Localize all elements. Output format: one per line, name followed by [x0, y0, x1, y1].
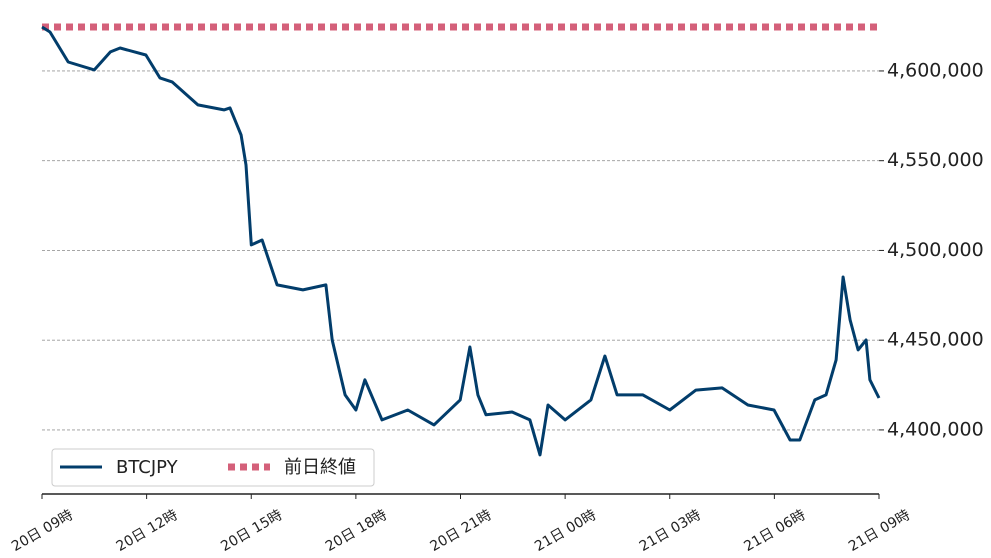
y-tick-label: 4,400,000: [887, 418, 984, 440]
legend-box: [51, 448, 375, 487]
x-tick-label: 20日 18時: [323, 507, 390, 555]
x-tick-label: 21日 00時: [532, 507, 599, 555]
x-tick-label: 20日 21時: [428, 507, 495, 555]
legend-label: 前日終値: [284, 457, 356, 478]
y-tick-label: 4,600,000: [887, 59, 984, 81]
x-tick-label: 20日 12時: [114, 507, 181, 555]
x-tick-label: 21日 03時: [637, 507, 704, 555]
price-line: [41, 25, 881, 457]
x-tick-label: 20日 15時: [218, 507, 285, 555]
x-tick-label: 20日 09時: [9, 507, 76, 555]
legend-label: BTCJPY: [116, 457, 179, 478]
y-tick-label: 4,550,000: [887, 149, 984, 171]
y-tick-label: 4,500,000: [887, 239, 984, 261]
x-tick-label: 21日 09時: [846, 507, 913, 555]
y-tick-label: 4,450,000: [887, 329, 984, 351]
x-tick-label: 21日 06時: [741, 507, 808, 555]
